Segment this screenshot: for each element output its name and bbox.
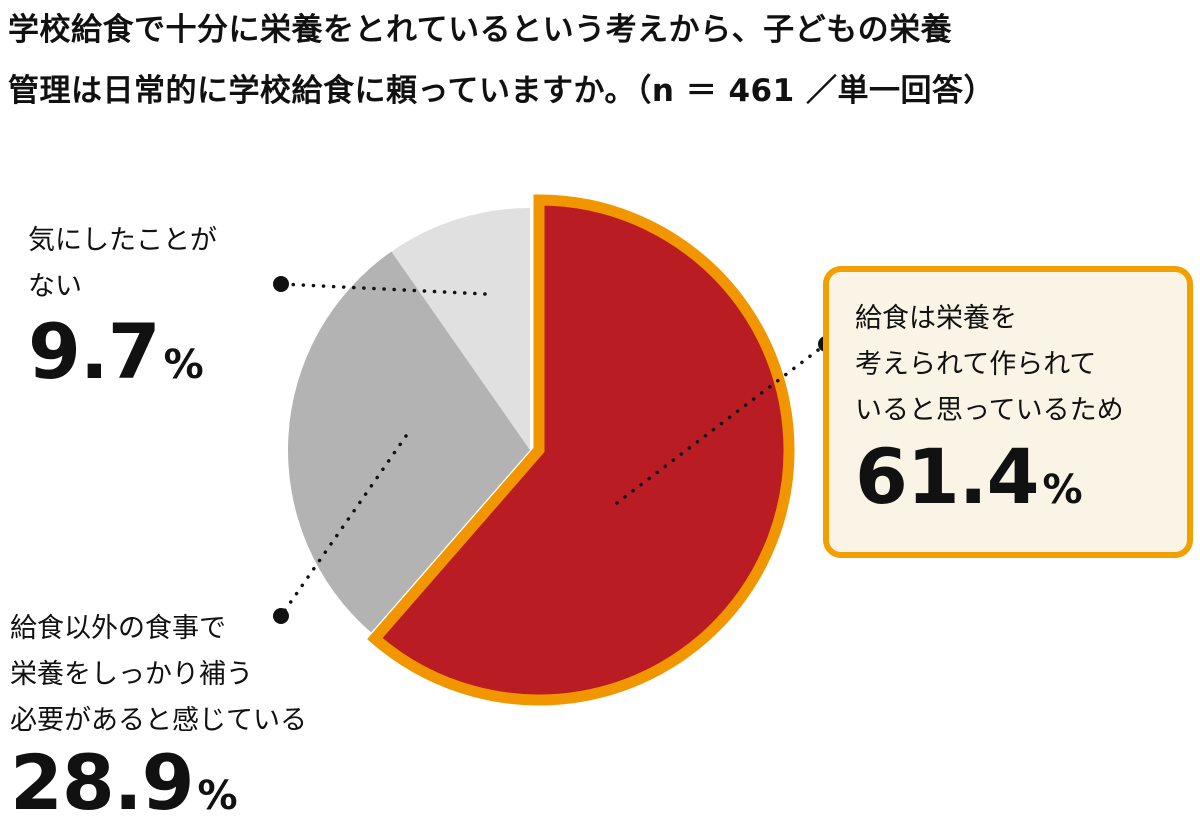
leader-never-dot xyxy=(273,276,289,292)
callout-box xyxy=(823,266,1193,558)
pie-slice-nutrition xyxy=(367,194,795,706)
chart-title: 学校給食で十分に栄養をとれているという考えから、子どもの栄養 管理は日常的に学校… xyxy=(8,0,1188,122)
label-supplement-line-2: 栄養をしっかり補う xyxy=(10,659,253,690)
leader-supplement xyxy=(279,434,408,618)
label-never: 気にしたことが ない 9.7% xyxy=(28,218,217,407)
label-never-line-1: 気にしたことが xyxy=(28,225,217,256)
pct-nutrition: 61.4% xyxy=(855,434,1124,533)
pct-nutrition-unit: % xyxy=(1042,467,1083,513)
leader-supplement-dot xyxy=(273,608,289,624)
title-line-2: 管理は日常的に学校給食に頼っていますか。（n ＝ 461 ／単一回答） xyxy=(8,73,995,109)
label-nutrition: 給食は栄養を 考えられて作られて いると思っているため 61.4% xyxy=(855,296,1124,533)
label-supplement-line-3: 必要があると感じている xyxy=(10,705,307,736)
label-nutrition-line-2: 考えられて作られて xyxy=(855,349,1097,380)
label-nutrition-line-3: いると思っているため xyxy=(855,395,1124,426)
title-line-1: 学校給食で十分に栄養をとれているという考えから、子どもの栄養 xyxy=(8,12,953,48)
pct-supplement-value: 28.9 xyxy=(10,738,195,827)
pct-never: 9.7% xyxy=(28,310,217,407)
pct-supplement: 28.9% xyxy=(10,744,307,835)
label-supplement: 給食以外の食事で 栄養をしっかり補う 必要があると感じている 28.9% xyxy=(10,606,307,835)
leader-never xyxy=(279,282,487,296)
pct-supplement-unit: % xyxy=(197,773,238,819)
pct-nutrition-value: 61.4 xyxy=(855,432,1040,521)
pct-never-unit: % xyxy=(163,342,204,388)
pie-slice-supplement xyxy=(288,251,530,633)
label-never-line-2: ない xyxy=(28,271,82,302)
leader-nutrition xyxy=(615,342,828,505)
label-supplement-line-1: 給食以外の食事で xyxy=(10,613,226,644)
pie-slice-never xyxy=(391,208,530,450)
pct-never-value: 9.7 xyxy=(28,307,161,396)
label-nutrition-line-1: 給食は栄養を xyxy=(855,303,1017,334)
